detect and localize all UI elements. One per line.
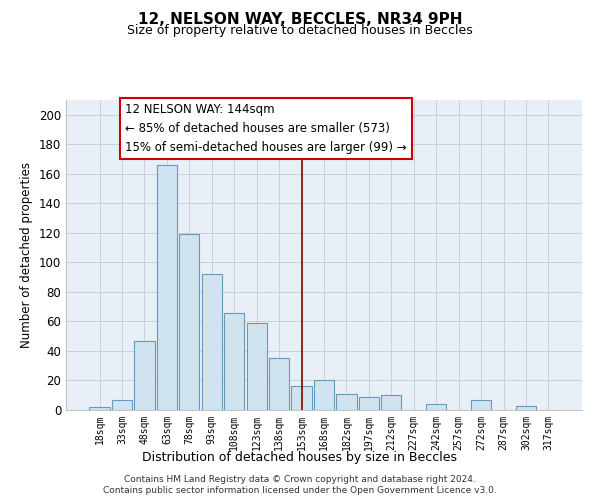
- Bar: [337, 394, 356, 410]
- Bar: [381, 395, 401, 410]
- Bar: [292, 386, 311, 410]
- Bar: [314, 380, 334, 410]
- Bar: [359, 396, 379, 410]
- Bar: [224, 312, 244, 410]
- Bar: [179, 234, 199, 410]
- Bar: [269, 358, 289, 410]
- Bar: [157, 165, 177, 410]
- Text: 12 NELSON WAY: 144sqm
← 85% of detached houses are smaller (573)
15% of semi-det: 12 NELSON WAY: 144sqm ← 85% of detached …: [125, 103, 407, 154]
- Bar: [134, 340, 155, 410]
- Text: 12, NELSON WAY, BECCLES, NR34 9PH: 12, NELSON WAY, BECCLES, NR34 9PH: [138, 12, 462, 28]
- Text: Distribution of detached houses by size in Beccles: Distribution of detached houses by size …: [143, 451, 458, 464]
- Bar: [471, 400, 491, 410]
- Text: Size of property relative to detached houses in Beccles: Size of property relative to detached ho…: [127, 24, 473, 37]
- Bar: [516, 406, 536, 410]
- Text: Contains public sector information licensed under the Open Government Licence v3: Contains public sector information licen…: [103, 486, 497, 495]
- Text: Contains HM Land Registry data © Crown copyright and database right 2024.: Contains HM Land Registry data © Crown c…: [124, 475, 476, 484]
- Bar: [247, 323, 267, 410]
- Bar: [426, 404, 446, 410]
- Y-axis label: Number of detached properties: Number of detached properties: [20, 162, 33, 348]
- Bar: [112, 400, 132, 410]
- Bar: [202, 274, 222, 410]
- Bar: [89, 407, 110, 410]
